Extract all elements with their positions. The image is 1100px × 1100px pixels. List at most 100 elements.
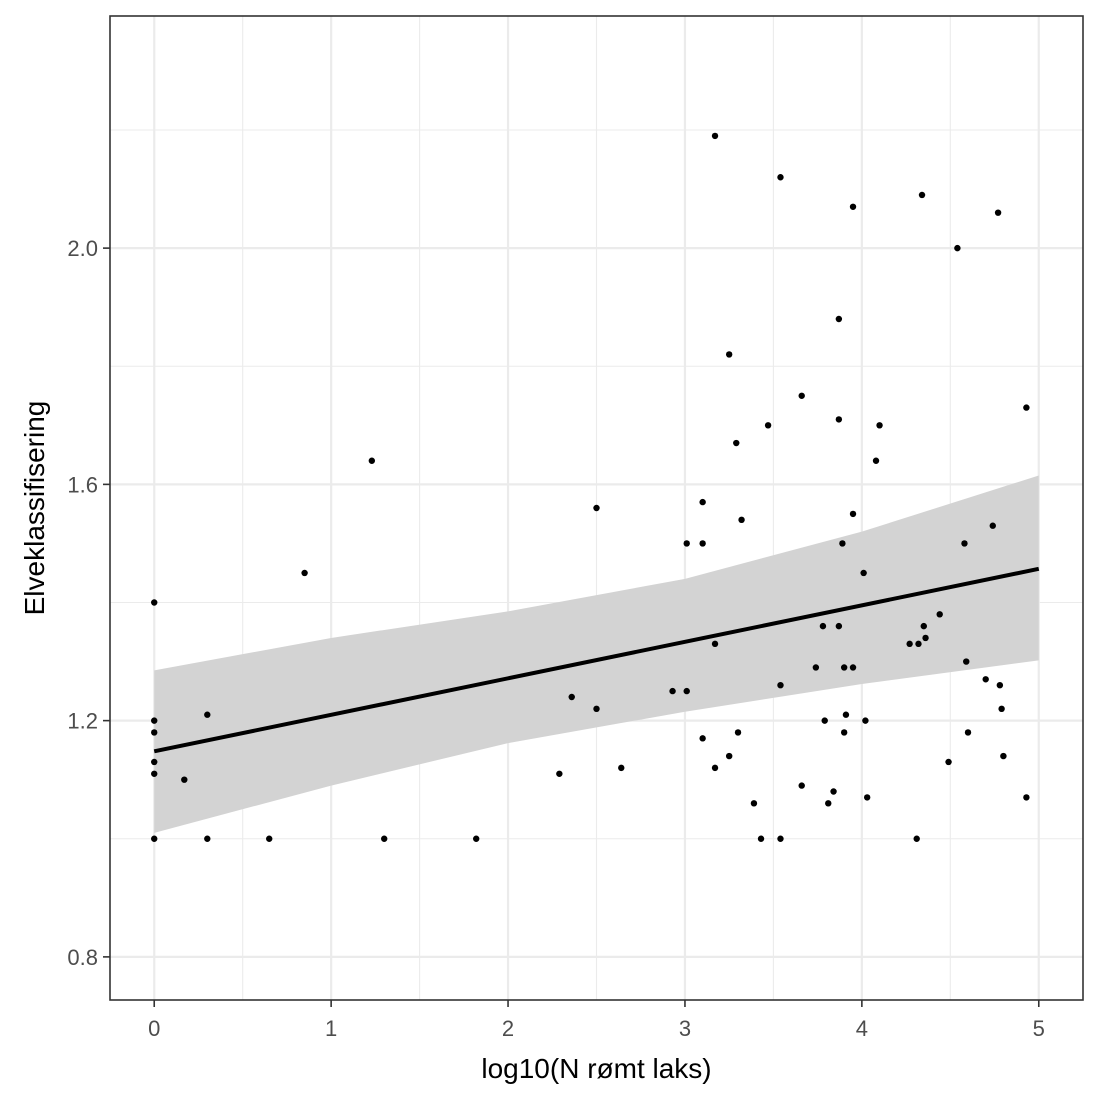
data-point — [862, 717, 869, 724]
data-point — [821, 717, 828, 724]
data-point — [964, 729, 972, 736]
data-point — [593, 504, 600, 512]
fit-line — [153, 566, 1040, 754]
y-tick-label: 1.2 — [67, 709, 98, 734]
data-points — [151, 132, 1030, 842]
x-tick-label: 0 — [148, 1016, 160, 1041]
data-point — [683, 540, 690, 547]
data-point — [777, 835, 784, 842]
data-point — [711, 132, 719, 140]
data-point — [922, 634, 929, 642]
data-point — [151, 835, 158, 842]
data-point — [996, 681, 1004, 689]
data-point — [872, 457, 880, 464]
data-point — [842, 711, 850, 718]
data-point — [835, 416, 843, 423]
data-point — [151, 758, 158, 766]
data-point — [989, 522, 996, 529]
data-point — [181, 776, 188, 783]
data-point — [725, 752, 733, 760]
data-point — [733, 439, 740, 447]
data-point — [757, 835, 765, 842]
data-point — [994, 209, 1002, 216]
data-point — [556, 770, 563, 777]
data-point — [835, 315, 843, 323]
data-point — [204, 835, 211, 842]
data-point — [711, 764, 719, 772]
data-point — [764, 422, 772, 429]
data-point — [669, 687, 676, 695]
y-axis: 0.8 1.2 1.6 2.0 — [67, 236, 110, 970]
data-point — [151, 599, 158, 606]
data-point — [954, 244, 961, 252]
data-point — [998, 705, 1005, 713]
data-point — [151, 717, 158, 724]
data-point — [1023, 404, 1030, 411]
x-axis-title: log10(N rømt laks) — [481, 1053, 711, 1084]
x-tick-label: 2 — [502, 1016, 514, 1041]
data-point — [683, 687, 690, 695]
data-point — [849, 664, 857, 671]
data-point — [699, 540, 706, 547]
data-point — [777, 681, 784, 689]
data-point — [750, 800, 758, 807]
data-point — [725, 351, 733, 358]
data-point — [812, 664, 820, 671]
data-point — [699, 735, 706, 742]
data-point — [618, 764, 625, 772]
data-point — [849, 203, 857, 210]
data-point — [945, 758, 952, 766]
data-point — [849, 510, 857, 518]
data-point — [839, 540, 846, 547]
data-point — [798, 392, 805, 399]
x-tick-label: 5 — [1033, 1016, 1045, 1041]
data-point — [1000, 752, 1007, 760]
data-point — [918, 191, 926, 199]
data-point — [734, 729, 742, 736]
confidence-ribbon — [154, 475, 1039, 833]
x-axis: 0 1 2 3 4 5 — [148, 1000, 1045, 1041]
data-point — [151, 770, 158, 777]
data-point — [301, 569, 308, 577]
data-point — [961, 540, 968, 547]
data-point — [473, 835, 480, 842]
data-point — [835, 622, 843, 630]
plot-panel — [109, 15, 1084, 1001]
x-tick-label: 4 — [856, 1016, 868, 1041]
data-point — [777, 174, 784, 181]
data-point — [913, 835, 920, 842]
panel-border — [109, 15, 1084, 1001]
data-point — [819, 622, 827, 630]
data-point — [593, 705, 600, 713]
data-point — [151, 729, 158, 736]
data-point — [1023, 794, 1030, 801]
data-point — [915, 640, 922, 648]
data-point — [738, 516, 745, 524]
data-point — [982, 676, 989, 683]
data-point — [568, 693, 575, 701]
y-axis-title: Elveklassifisering — [19, 401, 50, 616]
data-point — [830, 788, 837, 795]
y-tick-label: 0.8 — [67, 945, 98, 970]
data-point — [798, 782, 805, 789]
data-point — [860, 569, 867, 577]
data-point — [368, 457, 376, 464]
data-point — [920, 622, 927, 630]
y-tick-label: 2.0 — [67, 236, 98, 261]
data-point — [963, 658, 970, 665]
data-point — [711, 640, 719, 648]
x-tick-label: 1 — [325, 1016, 337, 1041]
y-tick-label: 1.6 — [67, 472, 98, 497]
data-point — [204, 711, 211, 718]
data-point — [699, 498, 706, 506]
data-point — [840, 664, 848, 671]
data-point — [876, 422, 883, 429]
x-tick-label: 3 — [679, 1016, 691, 1041]
data-point — [825, 800, 832, 807]
data-point — [936, 611, 943, 618]
data-point — [840, 729, 848, 736]
data-point — [266, 835, 273, 842]
data-point — [906, 640, 913, 648]
data-point — [863, 794, 871, 801]
